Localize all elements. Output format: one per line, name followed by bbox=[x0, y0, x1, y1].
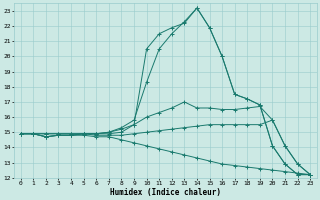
X-axis label: Humidex (Indice chaleur): Humidex (Indice chaleur) bbox=[110, 188, 221, 197]
